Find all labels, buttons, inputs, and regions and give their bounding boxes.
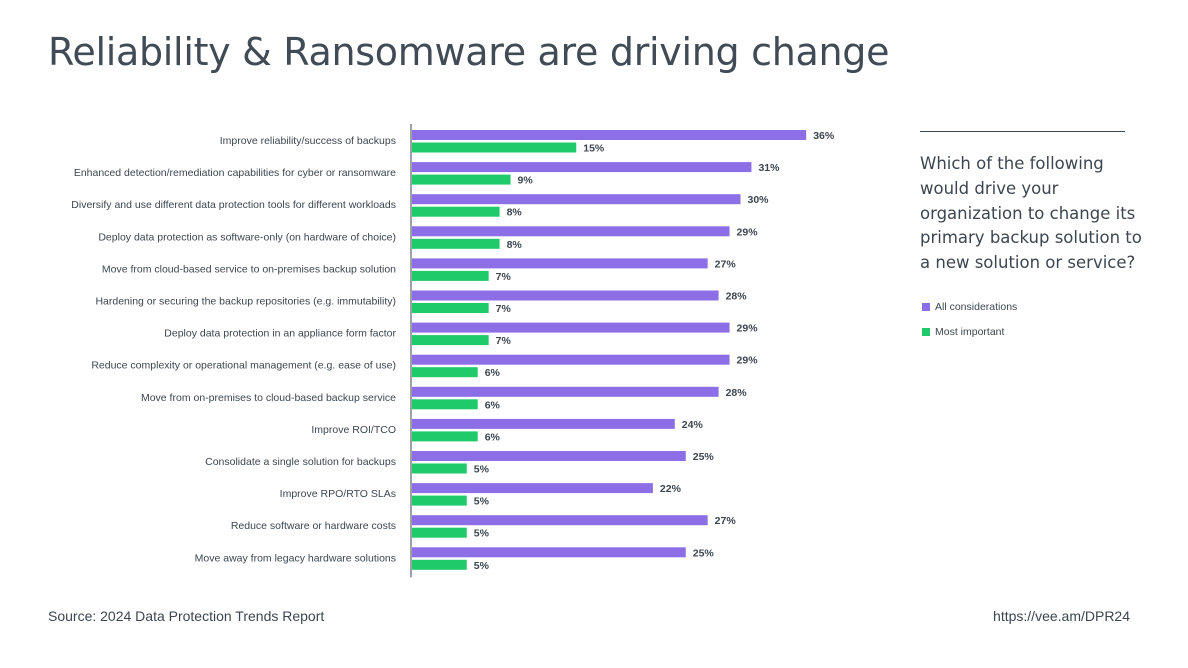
survey-question: Which of the following would drive your … (920, 154, 1142, 273)
data-label-all: 29% (737, 355, 759, 367)
data-label-all: 29% (737, 226, 759, 238)
legend-item-all: All considerations (922, 301, 1017, 313)
bar-all-considerations (412, 418, 675, 429)
data-label-most: 7% (496, 335, 512, 347)
category-label: Reduce software or hardware costs (231, 520, 396, 532)
data-label-most: 8% (507, 239, 523, 251)
bar-most-important (412, 335, 489, 346)
bar-most-important (412, 463, 467, 474)
data-label-most: 7% (496, 303, 512, 315)
data-label-most: 5% (474, 560, 490, 572)
category-label: Reduce complexity or operational managem… (91, 360, 396, 372)
category-label: Move away from legacy hardware solutions (195, 552, 396, 564)
data-label-most: 5% (474, 464, 490, 476)
bar-most-important (412, 303, 489, 313)
category-label: Diversify and use different data protect… (71, 199, 396, 211)
data-label-most: 6% (485, 431, 501, 443)
source-note: Source: 2024 Data Protection Trends Repo… (48, 608, 325, 624)
bar-all-considerations (412, 354, 730, 365)
bar-all-considerations (412, 322, 730, 333)
category-label: Hardening or securing the backup reposit… (95, 296, 396, 308)
data-label-most: 6% (485, 399, 501, 411)
data-label-most: 6% (485, 367, 501, 379)
bar-all-considerations (412, 290, 719, 301)
legend-swatch-most (922, 328, 930, 336)
side-divider (920, 131, 1125, 132)
data-label-all: 28% (726, 291, 748, 303)
report-link[interactable]: https://vee.am/DPR24 (993, 608, 1130, 624)
data-label-all: 27% (715, 515, 737, 527)
bar-all-considerations (412, 258, 708, 269)
data-label-all: 31% (758, 162, 780, 174)
data-label-most: 5% (474, 528, 490, 540)
data-label-all: 27% (715, 258, 737, 270)
bar-all-considerations (412, 194, 741, 205)
data-label-all: 24% (682, 419, 704, 431)
bar-all-considerations (412, 483, 653, 494)
data-label-all: 30% (748, 194, 770, 206)
data-label-all: 28% (726, 387, 748, 399)
category-label: Improve ROI/TCO (311, 424, 396, 436)
bar-all-considerations (412, 515, 708, 526)
bar-most-important (412, 559, 467, 570)
legend-item-most: Most important (922, 326, 1004, 338)
bar-all-considerations (412, 451, 686, 461)
data-label-most: 5% (474, 496, 490, 508)
legend-swatch-all (922, 303, 930, 311)
bar-most-important (412, 527, 467, 538)
data-label-all: 22% (660, 483, 682, 495)
bar-most-important (412, 270, 489, 281)
bar-all-considerations (412, 162, 752, 173)
category-label: Move from cloud-based service to on-prem… (102, 263, 396, 275)
category-label: Enhanced detection/remediation capabilit… (74, 167, 396, 179)
page-title: Reliability & Ransomware are driving cha… (48, 30, 890, 74)
data-label-most: 7% (496, 271, 512, 283)
bar-most-important (412, 399, 478, 410)
data-label-all: 36% (813, 130, 835, 142)
data-label-all: 25% (693, 547, 715, 559)
category-label: Move from on-premises to cloud-based bac… (141, 392, 396, 404)
category-label: Improve reliability/success of backups (220, 135, 396, 147)
bar-all-considerations (412, 130, 807, 140)
data-label-most: 9% (518, 175, 534, 187)
category-label: Deploy data protection as software-only … (98, 231, 396, 243)
data-label-most: 8% (507, 207, 523, 219)
data-label-all: 29% (737, 323, 759, 335)
bar-most-important (412, 142, 577, 153)
bar-most-important (412, 495, 467, 506)
bar-most-important (412, 206, 500, 217)
data-label-most: 15% (583, 143, 605, 155)
bar-most-important (412, 174, 511, 185)
category-label: Deploy data protection in an appliance f… (164, 328, 396, 340)
category-label: Consolidate a single solution for backup… (205, 456, 396, 468)
bar-most-important (412, 238, 500, 249)
bar-most-important (412, 367, 478, 378)
data-label-all: 25% (693, 451, 715, 463)
legend-label-most: Most important (935, 326, 1005, 338)
category-label: Improve RPO/RTO SLAs (280, 488, 396, 500)
legend-label-all: All considerations (935, 301, 1018, 313)
bar-most-important (412, 431, 478, 442)
bar-all-considerations (412, 547, 686, 558)
bar-all-considerations (412, 386, 719, 397)
bar-all-considerations (412, 226, 730, 237)
